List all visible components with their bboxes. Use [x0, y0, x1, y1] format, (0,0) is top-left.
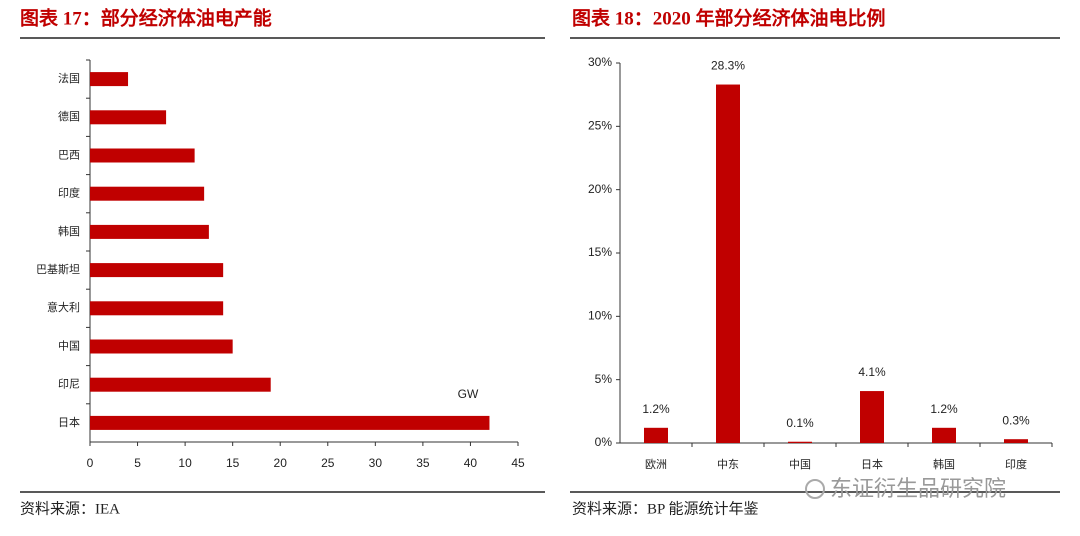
bar [860, 391, 884, 443]
x-tick-label: 45 [511, 456, 525, 470]
value-label: 1.2% [642, 402, 670, 416]
value-label: 0.1% [786, 416, 814, 430]
x-tick-label: 中国 [789, 458, 811, 471]
bar [90, 72, 129, 87]
x-tick-label: 韩国 [933, 457, 955, 471]
y-tick-label: 巴西 [58, 149, 80, 161]
y-tick-label: 意大利 [47, 300, 80, 314]
value-label: 4.1% [858, 365, 886, 379]
bar [90, 148, 195, 163]
watermark-icon [805, 479, 825, 499]
source: 资料来源：IEA [20, 500, 120, 517]
x-tick-label: 35 [416, 456, 430, 470]
bar [90, 224, 209, 239]
value-label: 0.3% [1002, 413, 1030, 427]
x-tick-label: 0 [87, 456, 94, 470]
chart-title: 图表 17：部分经济体油电产能 [20, 6, 272, 29]
bar [90, 377, 271, 392]
y-tick-label: 15% [588, 245, 612, 259]
x-tick-label: 欧洲 [645, 458, 667, 471]
bar [716, 84, 740, 444]
y-tick-label: 法国 [58, 71, 80, 85]
chart-title: 图表 18：2020 年部分经济体油电比例 [572, 6, 886, 29]
bar [788, 441, 812, 443]
y-tick-label: 中国 [58, 339, 80, 352]
bar [644, 427, 668, 443]
bar [90, 263, 224, 278]
x-tick-label: 30 [369, 456, 383, 470]
x-tick-label: 20 [274, 456, 288, 470]
y-tick-label: 10% [588, 309, 612, 323]
bar [90, 186, 205, 201]
y-tick-label: 5% [595, 372, 613, 386]
bar [932, 427, 956, 443]
value-label: 1.2% [930, 402, 958, 416]
y-tick-label: 韩国 [58, 224, 80, 238]
y-tick-label: 巴基斯坦 [36, 262, 80, 276]
value-label: 28.3% [711, 59, 745, 73]
y-tick-label: 0% [595, 435, 613, 449]
y-tick-label: 印度 [58, 186, 80, 200]
x-tick-label: 5 [134, 456, 141, 470]
y-tick-label: 日本 [58, 415, 80, 429]
x-tick-label: 中东 [717, 458, 739, 471]
bar [90, 301, 224, 316]
bar [90, 110, 167, 125]
bar [90, 415, 490, 430]
bar [90, 339, 233, 354]
x-tick-label: 40 [464, 456, 478, 470]
y-tick-label: 印尼 [58, 378, 80, 391]
x-tick-label: 25 [321, 456, 335, 470]
x-tick-label: 10 [178, 456, 192, 470]
y-tick-label: 德国 [58, 109, 80, 123]
watermark: 东证衍生品研究院 [830, 476, 1006, 501]
y-tick-label: 30% [588, 55, 612, 69]
source: 资料来源：BP 能源统计年鉴 [572, 500, 759, 517]
y-tick-label: 20% [588, 182, 612, 196]
x-tick-label: 日本 [861, 457, 883, 471]
x-tick-label: 15 [226, 456, 240, 470]
bar [1004, 439, 1028, 443]
annotation: GW [458, 387, 479, 401]
y-tick-label: 25% [588, 119, 612, 133]
x-tick-label: 印度 [1005, 457, 1027, 471]
